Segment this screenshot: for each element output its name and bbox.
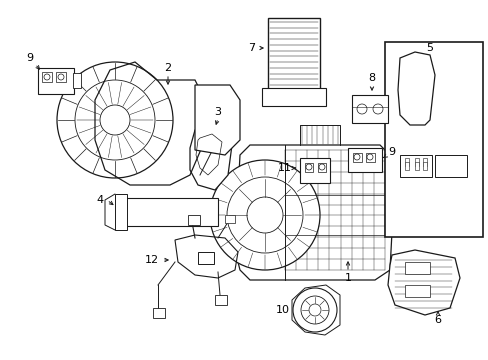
Bar: [384, 42, 482, 237]
Circle shape: [209, 160, 319, 270]
Circle shape: [292, 288, 336, 332]
Bar: [434, 155, 466, 177]
Bar: [118, 198, 218, 226]
Bar: [422, 158, 426, 166]
Text: 11: 11: [278, 163, 291, 173]
Bar: [262, 88, 325, 106]
Text: 12: 12: [144, 255, 159, 265]
Circle shape: [305, 164, 311, 170]
Text: 6: 6: [434, 315, 441, 325]
Polygon shape: [195, 85, 240, 155]
Circle shape: [308, 304, 320, 316]
Circle shape: [75, 80, 155, 160]
Bar: [187, 215, 200, 225]
Polygon shape: [190, 125, 231, 190]
Bar: [365, 153, 374, 162]
Bar: [42, 72, 52, 82]
Bar: [153, 308, 164, 318]
Circle shape: [353, 154, 359, 160]
Text: 9: 9: [387, 147, 395, 157]
Bar: [115, 194, 127, 230]
Text: 5: 5: [426, 43, 433, 53]
Polygon shape: [397, 52, 434, 125]
Circle shape: [58, 74, 64, 80]
Bar: [384, 185, 404, 215]
Bar: [414, 162, 418, 170]
Circle shape: [226, 177, 303, 253]
Circle shape: [366, 154, 372, 160]
Bar: [399, 155, 431, 177]
Text: 10: 10: [275, 305, 289, 315]
Circle shape: [246, 197, 283, 233]
Bar: [347, 148, 381, 172]
Bar: [73, 73, 81, 88]
Bar: [404, 262, 429, 274]
Bar: [414, 158, 418, 166]
Bar: [422, 162, 426, 170]
Text: 7: 7: [248, 43, 255, 53]
Bar: [305, 163, 312, 172]
Circle shape: [372, 104, 382, 114]
Bar: [299, 158, 329, 183]
Bar: [404, 285, 429, 297]
Text: 1: 1: [344, 273, 351, 283]
Polygon shape: [235, 145, 394, 280]
Circle shape: [57, 62, 173, 178]
Text: 9: 9: [26, 53, 34, 63]
Bar: [224, 215, 235, 223]
Text: 4: 4: [96, 195, 103, 205]
Bar: [351, 95, 387, 123]
Text: 2: 2: [164, 63, 171, 73]
Circle shape: [408, 74, 420, 86]
Circle shape: [301, 296, 328, 324]
Bar: [38, 68, 74, 94]
Bar: [404, 162, 408, 170]
Circle shape: [100, 105, 130, 135]
Bar: [267, 18, 319, 90]
Text: 8: 8: [367, 73, 375, 83]
Circle shape: [318, 164, 325, 170]
Text: 3: 3: [214, 107, 221, 117]
Bar: [404, 158, 408, 166]
Polygon shape: [387, 250, 459, 315]
Bar: [56, 72, 66, 82]
Bar: [352, 153, 361, 162]
Bar: [198, 252, 214, 264]
Bar: [317, 163, 325, 172]
Circle shape: [44, 74, 50, 80]
Bar: [215, 295, 226, 305]
Circle shape: [356, 104, 366, 114]
